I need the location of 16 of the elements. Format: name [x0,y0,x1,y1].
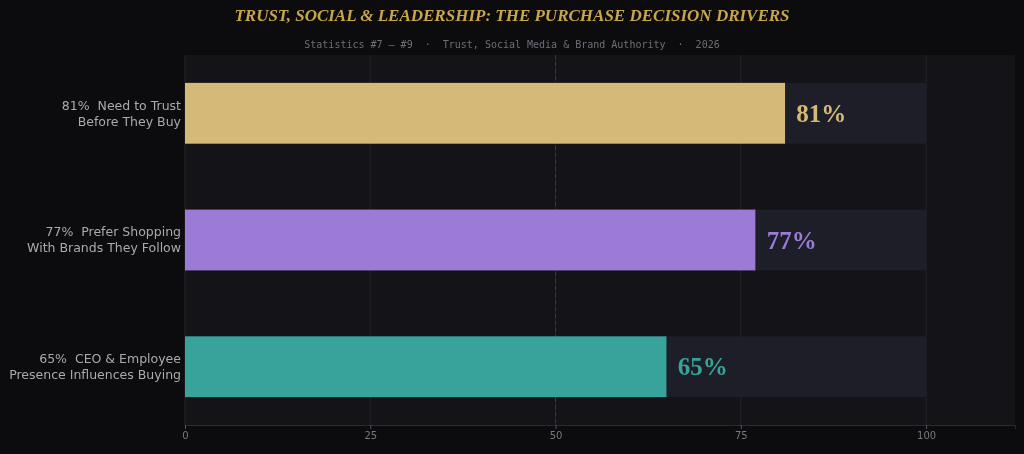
y-tick-label: 81% Need to Trust Before They Buy [61,97,182,129]
x-tick-label: 50 [549,430,563,442]
x-tick-label: 25 [364,430,378,442]
chart-title: TRUST, SOCIAL & LEADERSHIP: THE PURCHASE DECISION DRIVERS [234,6,790,25]
bar [185,82,786,144]
bar [185,336,667,398]
x-tick-label: 100 [917,430,937,442]
chart-subtitle: Statistics #7 – #9 · Trust, Social Media & Brand Authority · 2026 [304,39,720,50]
data-label: 77% [766,226,817,254]
bar [185,209,756,271]
data-label: 65% [677,353,728,381]
data-label: 81% [796,100,847,128]
y-tick-label: 77% Prefer Shopping With Brands They Follow [27,224,181,256]
x-tick-label: 0 [182,430,189,442]
x-tick-label: 75 [734,430,748,442]
y-tick-label: 65% CEO & Employee Presence Influences Buying [9,351,182,383]
